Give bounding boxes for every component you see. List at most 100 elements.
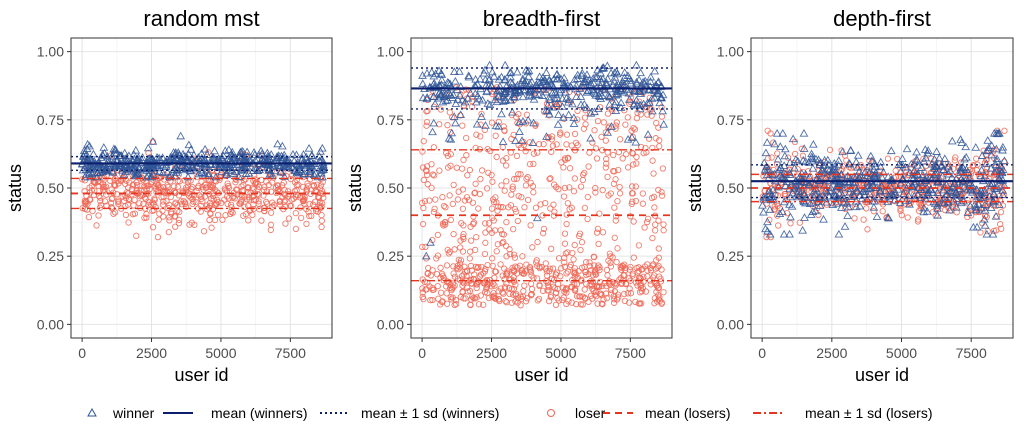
loser-point xyxy=(997,209,1005,216)
winner-point xyxy=(994,200,1004,208)
legend-triangle xyxy=(87,407,97,417)
winner-point xyxy=(922,206,932,215)
winner-point xyxy=(606,68,616,77)
winner-point xyxy=(1000,156,1009,165)
loser-point xyxy=(245,217,252,224)
loser-point xyxy=(207,210,214,217)
winner-point xyxy=(634,86,644,95)
loser-point xyxy=(174,207,181,215)
winner-point xyxy=(807,149,816,158)
winner-point xyxy=(211,172,221,181)
winner-point xyxy=(449,112,459,120)
winner-point xyxy=(438,97,448,106)
winner-point xyxy=(109,144,119,153)
loser-point xyxy=(642,288,650,295)
winner-point xyxy=(455,91,465,99)
winner-point xyxy=(471,75,480,83)
loser-point xyxy=(459,205,467,212)
loser-point xyxy=(577,246,584,254)
loser-point xyxy=(622,266,629,274)
loser-point xyxy=(592,184,599,192)
winner-point xyxy=(581,77,591,86)
loser-point xyxy=(640,273,647,281)
loser-point xyxy=(461,197,469,204)
loser-point xyxy=(434,231,442,239)
loser-point xyxy=(559,284,567,291)
loser-point xyxy=(469,293,476,300)
loser-point xyxy=(159,201,167,208)
winner-point xyxy=(627,133,637,141)
loser-point xyxy=(497,203,504,211)
winner-point xyxy=(799,196,808,205)
y-tick-label: 0.75 xyxy=(37,112,64,128)
winner-point xyxy=(980,200,990,208)
winner-point xyxy=(98,151,108,159)
legend-circle xyxy=(547,409,555,417)
winner-point xyxy=(494,74,504,83)
winner-point xyxy=(959,182,969,191)
loser-point xyxy=(884,155,892,162)
winner-point xyxy=(88,163,98,172)
loser-point xyxy=(607,263,615,270)
winner-point xyxy=(572,74,582,82)
loser-point xyxy=(558,159,565,166)
winner-point xyxy=(577,71,587,79)
loser-point xyxy=(629,272,636,279)
winner-point xyxy=(631,137,641,146)
winner-point xyxy=(592,72,602,80)
loser-point xyxy=(627,290,635,297)
loser-point xyxy=(639,190,646,197)
loser-point xyxy=(510,268,517,275)
loser-point xyxy=(482,220,489,227)
loser-point xyxy=(649,157,656,164)
loser-point xyxy=(131,210,139,217)
loser-point xyxy=(626,299,633,306)
loser-point xyxy=(781,190,788,198)
winner-point xyxy=(616,103,626,111)
loser-point xyxy=(445,250,452,257)
winner-point xyxy=(453,95,463,103)
loser-point xyxy=(967,170,975,178)
loser-point xyxy=(530,160,537,168)
winner-point xyxy=(937,160,947,169)
winner-point xyxy=(464,72,474,81)
loser-point xyxy=(594,117,602,125)
winner-point xyxy=(481,121,490,129)
winner-point xyxy=(890,187,900,196)
loser-point xyxy=(635,278,642,285)
loser-point xyxy=(572,139,580,147)
loser-point xyxy=(537,201,544,208)
loser-point xyxy=(581,263,588,271)
winner-point xyxy=(165,154,175,163)
winner-point xyxy=(604,92,614,100)
loser-point xyxy=(611,296,618,303)
winner-point xyxy=(590,89,600,97)
winner-point xyxy=(991,128,1001,137)
loser-point xyxy=(489,214,496,221)
loser-point xyxy=(109,195,116,202)
loser-point xyxy=(571,130,579,138)
loser-point xyxy=(494,207,501,214)
winner-point xyxy=(899,189,908,197)
loser-point xyxy=(482,239,489,246)
loser-point xyxy=(639,200,647,207)
loser-point xyxy=(600,119,608,126)
loser-point xyxy=(208,224,215,231)
winner-point xyxy=(917,163,926,171)
winner-point xyxy=(872,212,882,220)
loser-point xyxy=(603,295,610,302)
loser-point xyxy=(594,282,601,289)
loser-point xyxy=(159,187,167,194)
winner-point xyxy=(624,74,634,83)
loser-point xyxy=(564,268,572,275)
winner-point xyxy=(881,186,890,195)
loser-point xyxy=(429,296,436,304)
loser-point xyxy=(305,208,312,215)
winner-point xyxy=(609,77,619,85)
winner-point xyxy=(217,167,227,175)
loser-point xyxy=(141,214,148,221)
winner-point xyxy=(463,94,473,102)
winner-point xyxy=(793,156,803,165)
loser-point xyxy=(238,183,245,190)
